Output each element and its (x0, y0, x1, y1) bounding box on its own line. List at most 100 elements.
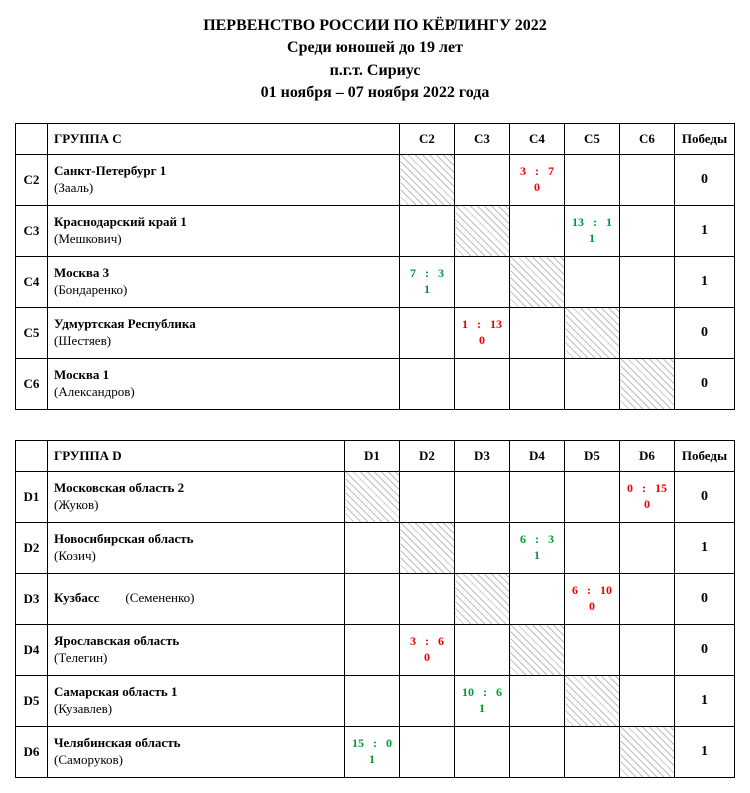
empty-cell (345, 675, 400, 726)
empty-cell (510, 307, 565, 358)
empty-cell (455, 154, 510, 205)
col-head: D5 (565, 440, 620, 471)
page-header: ПЕРВЕНСТВО РОССИИ ПО КЁРЛИНГУ 2022 Среди… (15, 15, 735, 105)
header-line-4: 01 ноября – 07 ноября 2022 года (15, 82, 735, 104)
table-row: D6Челябинская область(Саморуков)15 : 011 (16, 726, 735, 777)
empty-cell (345, 573, 400, 624)
empty-cell (510, 675, 565, 726)
team-cell: Удмуртская Республика(Шестяев) (48, 307, 400, 358)
empty-cell (455, 624, 510, 675)
diag-cell (565, 675, 620, 726)
empty-cell (455, 726, 510, 777)
diag-cell (345, 471, 400, 522)
col-head: C3 (455, 123, 510, 154)
team-cell: Челябинская область(Саморуков) (48, 726, 345, 777)
wins-cell: 0 (675, 154, 735, 205)
diag-cell (510, 624, 565, 675)
empty-cell (510, 471, 565, 522)
empty-cell (620, 675, 675, 726)
score-cell: 6 : 100 (565, 573, 620, 624)
empty-cell (620, 522, 675, 573)
row-code: C4 (16, 256, 48, 307)
row-code: C2 (16, 154, 48, 205)
empty-cell (620, 205, 675, 256)
score-cell: 3 : 70 (510, 154, 565, 205)
empty-cell (400, 205, 455, 256)
empty-cell (565, 471, 620, 522)
empty-cell (510, 358, 565, 409)
empty-cell (565, 522, 620, 573)
empty-cell (400, 726, 455, 777)
col-wins: Победы (675, 123, 735, 154)
score-cell: 7 : 31 (400, 256, 455, 307)
score-cell: 0 : 150 (620, 471, 675, 522)
table-row: D2Новосибирская область(Козич) 6 : 31 1 (16, 522, 735, 573)
wins-cell: 0 (675, 358, 735, 409)
empty-cell (510, 573, 565, 624)
header-line-2: Среди юношей до 19 лет (15, 37, 735, 59)
score-cell: 15 : 01 (345, 726, 400, 777)
row-code: D4 (16, 624, 48, 675)
table-row: C5Удмуртская Республика(Шестяев)1 : 1300 (16, 307, 735, 358)
col-blank (16, 123, 48, 154)
col-head: C4 (510, 123, 565, 154)
empty-cell (565, 726, 620, 777)
table-row: D3Кузбасс (Семененко)6 : 1000 (16, 573, 735, 624)
diag-cell (510, 256, 565, 307)
col-head: C5 (565, 123, 620, 154)
table-row: C6Москва 1(Александров)0 (16, 358, 735, 409)
team-cell: Ярославская область(Телегин) (48, 624, 345, 675)
empty-cell (620, 307, 675, 358)
table-row: C4Москва 3(Бондаренко)7 : 31 1 (16, 256, 735, 307)
wins-cell: 1 (675, 522, 735, 573)
diag-cell (620, 358, 675, 409)
team-cell: Кузбасс (Семененко) (48, 573, 345, 624)
row-code: D2 (16, 522, 48, 573)
table-row: D4Ярославская область(Телегин) 3 : 60 0 (16, 624, 735, 675)
row-code: D6 (16, 726, 48, 777)
group-title: ГРУППА C (48, 123, 400, 154)
standings-table: ГРУППА CC2C3C4C5C6ПобедыC2Санкт-Петербур… (15, 123, 735, 410)
wins-cell: 1 (675, 256, 735, 307)
empty-cell (620, 624, 675, 675)
score-cell: 10 : 61 (455, 675, 510, 726)
empty-cell (400, 307, 455, 358)
wins-cell: 0 (675, 307, 735, 358)
header-line-3: п.г.т. Сириус (15, 60, 735, 82)
wins-cell: 1 (675, 675, 735, 726)
row-code: D3 (16, 573, 48, 624)
score-cell: 13 : 11 (565, 205, 620, 256)
empty-cell (455, 471, 510, 522)
score-cell: 6 : 31 (510, 522, 565, 573)
team-cell: Москва 3(Бондаренко) (48, 256, 400, 307)
header-line-1: ПЕРВЕНСТВО РОССИИ ПО КЁРЛИНГУ 2022 (15, 15, 735, 37)
empty-cell (565, 154, 620, 205)
empty-cell (455, 358, 510, 409)
empty-cell (620, 256, 675, 307)
score-cell: 1 : 130 (455, 307, 510, 358)
team-cell: Краснодарский край 1(Мешкович) (48, 205, 400, 256)
empty-cell (565, 358, 620, 409)
diag-cell (620, 726, 675, 777)
empty-cell (620, 573, 675, 624)
col-blank (16, 440, 48, 471)
empty-cell (455, 522, 510, 573)
group-title: ГРУППА D (48, 440, 345, 471)
table-row: D5Самарская область 1(Кузавлев)10 : 611 (16, 675, 735, 726)
col-head: D3 (455, 440, 510, 471)
team-cell: Самарская область 1(Кузавлев) (48, 675, 345, 726)
col-head: C2 (400, 123, 455, 154)
empty-cell (565, 256, 620, 307)
empty-cell (565, 624, 620, 675)
col-head: D2 (400, 440, 455, 471)
empty-cell (455, 256, 510, 307)
score-cell: 3 : 60 (400, 624, 455, 675)
team-cell: Московская область 2(Жуков) (48, 471, 345, 522)
wins-cell: 0 (675, 624, 735, 675)
team-cell: Санкт-Петербург 1(Зааль) (48, 154, 400, 205)
row-code: C6 (16, 358, 48, 409)
team-cell: Новосибирская область(Козич) (48, 522, 345, 573)
empty-cell (400, 471, 455, 522)
empty-cell (510, 205, 565, 256)
diag-cell (400, 154, 455, 205)
